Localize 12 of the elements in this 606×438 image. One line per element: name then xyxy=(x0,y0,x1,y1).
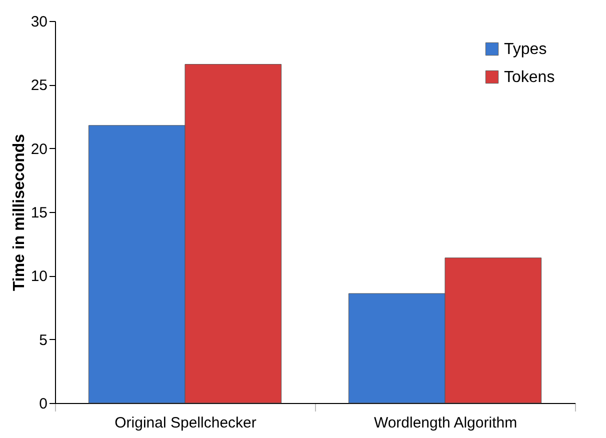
y-tick-label: 5 xyxy=(39,332,48,349)
y-tick-label: 30 xyxy=(30,14,48,30)
y-tick-label: 25 xyxy=(30,77,48,94)
y-tick-label: 10 xyxy=(30,268,48,286)
x-tick-label: Wordlength Algorithm xyxy=(374,414,518,432)
legend-label: Types xyxy=(504,41,547,58)
x-tick-label: Original Spellchecker xyxy=(114,414,256,432)
legend-label: Tokens xyxy=(504,69,555,86)
y-tick-label: 15 xyxy=(30,204,48,222)
y-tick-label: 0 xyxy=(39,396,48,412)
y-axis-title: Time in milliseconds xyxy=(10,134,28,292)
y-tick-label: 20 xyxy=(30,140,48,158)
